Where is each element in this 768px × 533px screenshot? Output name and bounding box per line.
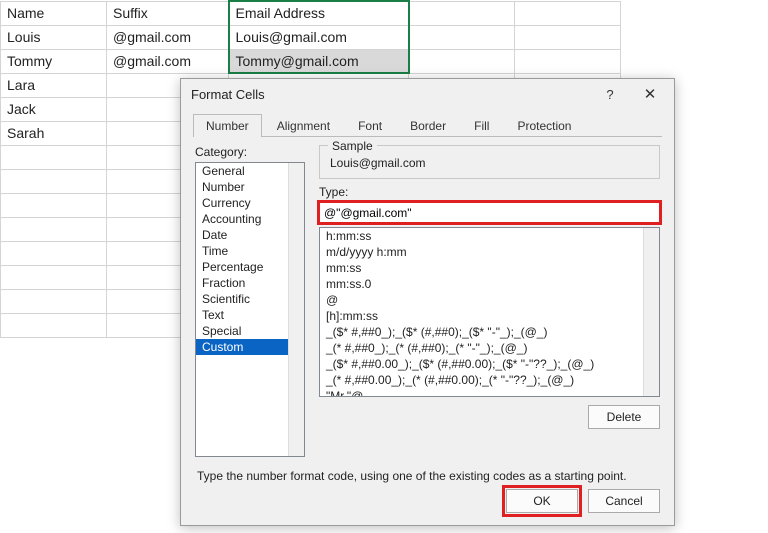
tab-border[interactable]: Border: [397, 114, 459, 137]
format-item[interactable]: _($* #,##0.00_);_($* (#,##0.00);_($* "-"…: [320, 356, 659, 372]
cell[interactable]: [1, 289, 107, 313]
cell[interactable]: [1, 265, 107, 289]
format-item[interactable]: @: [320, 292, 659, 308]
cell-email[interactable]: Louis@gmail.com: [229, 25, 409, 49]
dialog-title: Format Cells: [191, 87, 590, 102]
category-list[interactable]: General Number Currency Accounting Date …: [195, 162, 305, 457]
header-name[interactable]: Name: [1, 1, 107, 25]
sample-label: Sample: [328, 139, 377, 153]
ok-button[interactable]: OK: [506, 489, 578, 513]
cell-name[interactable]: Tommy: [1, 49, 107, 73]
cell[interactable]: [409, 1, 515, 25]
cell[interactable]: [515, 1, 621, 25]
cell[interactable]: [1, 241, 107, 265]
category-label: Category:: [195, 145, 305, 159]
tab-font[interactable]: Font: [345, 114, 395, 137]
cancel-button[interactable]: Cancel: [588, 489, 660, 513]
scrollbar[interactable]: [643, 228, 659, 396]
cell-email[interactable]: Tommy@gmail.com: [229, 49, 409, 73]
tab-alignment[interactable]: Alignment: [264, 114, 343, 137]
tab-protection[interactable]: Protection: [504, 114, 584, 137]
hint-text: Type the number format code, using one o…: [181, 465, 674, 483]
format-item[interactable]: _($* #,##0_);_($* (#,##0);_($* "-"_);_(@…: [320, 324, 659, 340]
cell-name[interactable]: Sarah: [1, 121, 107, 145]
dialog-tabs: Number Alignment Font Border Fill Protec…: [193, 113, 662, 137]
tab-number[interactable]: Number: [193, 114, 262, 137]
scrollbar[interactable]: [288, 163, 304, 456]
format-item[interactable]: _(* #,##0.00_);_(* (#,##0.00);_(* "-"??_…: [320, 372, 659, 388]
header-email[interactable]: Email Address: [229, 1, 409, 25]
format-item[interactable]: h:mm:ss: [320, 228, 659, 244]
help-icon[interactable]: ?: [590, 80, 630, 108]
cell-name[interactable]: Jack: [1, 97, 107, 121]
format-item[interactable]: mm:ss.0: [320, 276, 659, 292]
sample-box: Sample Louis@gmail.com: [319, 145, 660, 179]
cell[interactable]: [1, 169, 107, 193]
cell-name[interactable]: Lara: [1, 73, 107, 97]
cell[interactable]: [515, 49, 621, 73]
dialog-titlebar: Format Cells ? ✕: [181, 79, 674, 109]
type-input[interactable]: [319, 202, 660, 223]
format-item[interactable]: "Mr."@: [320, 388, 659, 397]
header-suffix[interactable]: Suffix: [107, 1, 229, 25]
cell-suffix[interactable]: @gmail.com: [107, 49, 229, 73]
format-item[interactable]: [h]:mm:ss: [320, 308, 659, 324]
delete-button[interactable]: Delete: [588, 405, 660, 429]
cell[interactable]: [1, 313, 107, 337]
format-item[interactable]: m/d/yyyy h:mm: [320, 244, 659, 260]
cell-suffix[interactable]: @gmail.com: [107, 25, 229, 49]
cell[interactable]: [1, 145, 107, 169]
cell[interactable]: [409, 49, 515, 73]
format-item[interactable]: _(* #,##0_);_(* (#,##0);_(* "-"_);_(@_): [320, 340, 659, 356]
cell[interactable]: [1, 217, 107, 241]
type-label: Type:: [319, 185, 660, 199]
format-item[interactable]: mm:ss: [320, 260, 659, 276]
format-cells-dialog: Format Cells ? ✕ Number Alignment Font B…: [180, 78, 675, 526]
format-list[interactable]: h:mm:ss m/d/yyyy h:mm mm:ss mm:ss.0 @ [h…: [319, 227, 660, 397]
close-icon[interactable]: ✕: [630, 80, 670, 108]
sample-value: Louis@gmail.com: [330, 156, 649, 170]
cell[interactable]: [409, 25, 515, 49]
tab-fill[interactable]: Fill: [461, 114, 502, 137]
cell-name[interactable]: Louis: [1, 25, 107, 49]
cell[interactable]: [515, 25, 621, 49]
cell[interactable]: [1, 193, 107, 217]
